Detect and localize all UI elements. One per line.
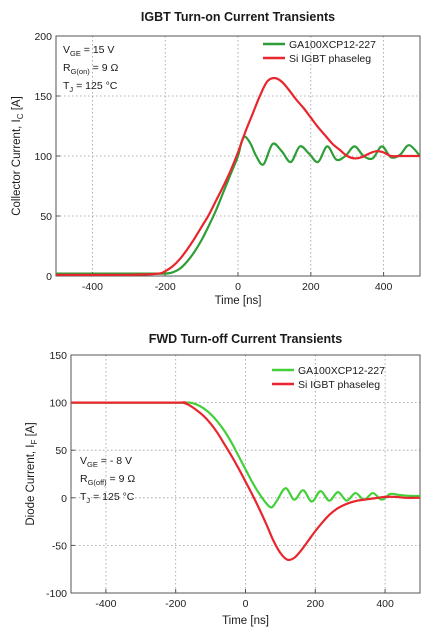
y-tick-label: 100 — [49, 398, 67, 410]
parameter-annotation: TJ = 125 °C — [80, 491, 135, 505]
chart-title: IGBT Turn-on Current Transients — [141, 10, 335, 24]
y-tick-label: 50 — [40, 211, 52, 223]
y-axis-label: Diode Current, IF [A] — [25, 422, 39, 525]
x-tick-label: 400 — [375, 281, 393, 293]
x-axis-label: Time [ns] — [215, 295, 262, 307]
y-tick-label: 150 — [49, 350, 67, 362]
x-tick-label: -400 — [95, 598, 116, 610]
legend-label: Si IGBT phaseleg — [298, 379, 380, 391]
series-line-ga100xcp12 — [71, 401, 420, 509]
series-line-si-igbt — [56, 76, 420, 276]
x-tick-label: -400 — [82, 281, 103, 293]
x-axis-label: Time [ns] — [222, 615, 269, 627]
y-tick-label: 0 — [46, 271, 52, 283]
y-tick-label: 0 — [61, 493, 67, 505]
y-tick-label: 100 — [34, 151, 52, 163]
y-tick-label: 200 — [34, 31, 52, 43]
x-tick-label: 200 — [302, 281, 320, 293]
y-tick-label: 50 — [55, 445, 67, 457]
x-tick-label: 400 — [376, 598, 394, 610]
legend-label: Si IGBT phaseleg — [289, 53, 371, 65]
chart-1: -400 -200 0 200 400 0 50 100 150 200 IGBT Turn-on … — [11, 10, 421, 307]
legend-label: GA100XCP12-227 — [289, 39, 376, 51]
y-tick-label: -50 — [52, 540, 67, 552]
y-tick-label: 150 — [34, 91, 52, 103]
x-tick-label: 0 — [235, 281, 241, 293]
series-line-si-igbt — [71, 401, 420, 562]
parameter-annotation: TJ = 125 °C — [63, 80, 118, 94]
x-tick-label: 0 — [243, 598, 249, 610]
x-tick-label: 200 — [307, 598, 325, 610]
x-tick-label: -200 — [165, 598, 186, 610]
x-tick-label: -200 — [155, 281, 176, 293]
parameter-annotation: RG(on) = 9 Ω — [63, 62, 118, 76]
y-axis-label: Collector Current, IC [A] — [11, 96, 25, 216]
parameter-annotation: RG(off) = 9 Ω — [80, 473, 135, 487]
y-tick-label: -100 — [46, 588, 67, 600]
legend-label: GA100XCP12-227 — [298, 365, 385, 377]
chart-2: -400 -200 0 200 400 -100 -50 0 50 100 150 FWD Turn-… — [25, 332, 421, 627]
parameter-annotation: VGE = - 8 V — [80, 455, 132, 469]
parameter-annotation: VGE = 15 V — [63, 44, 114, 58]
chart-title: FWD Turn-off Current Transients — [149, 332, 343, 346]
